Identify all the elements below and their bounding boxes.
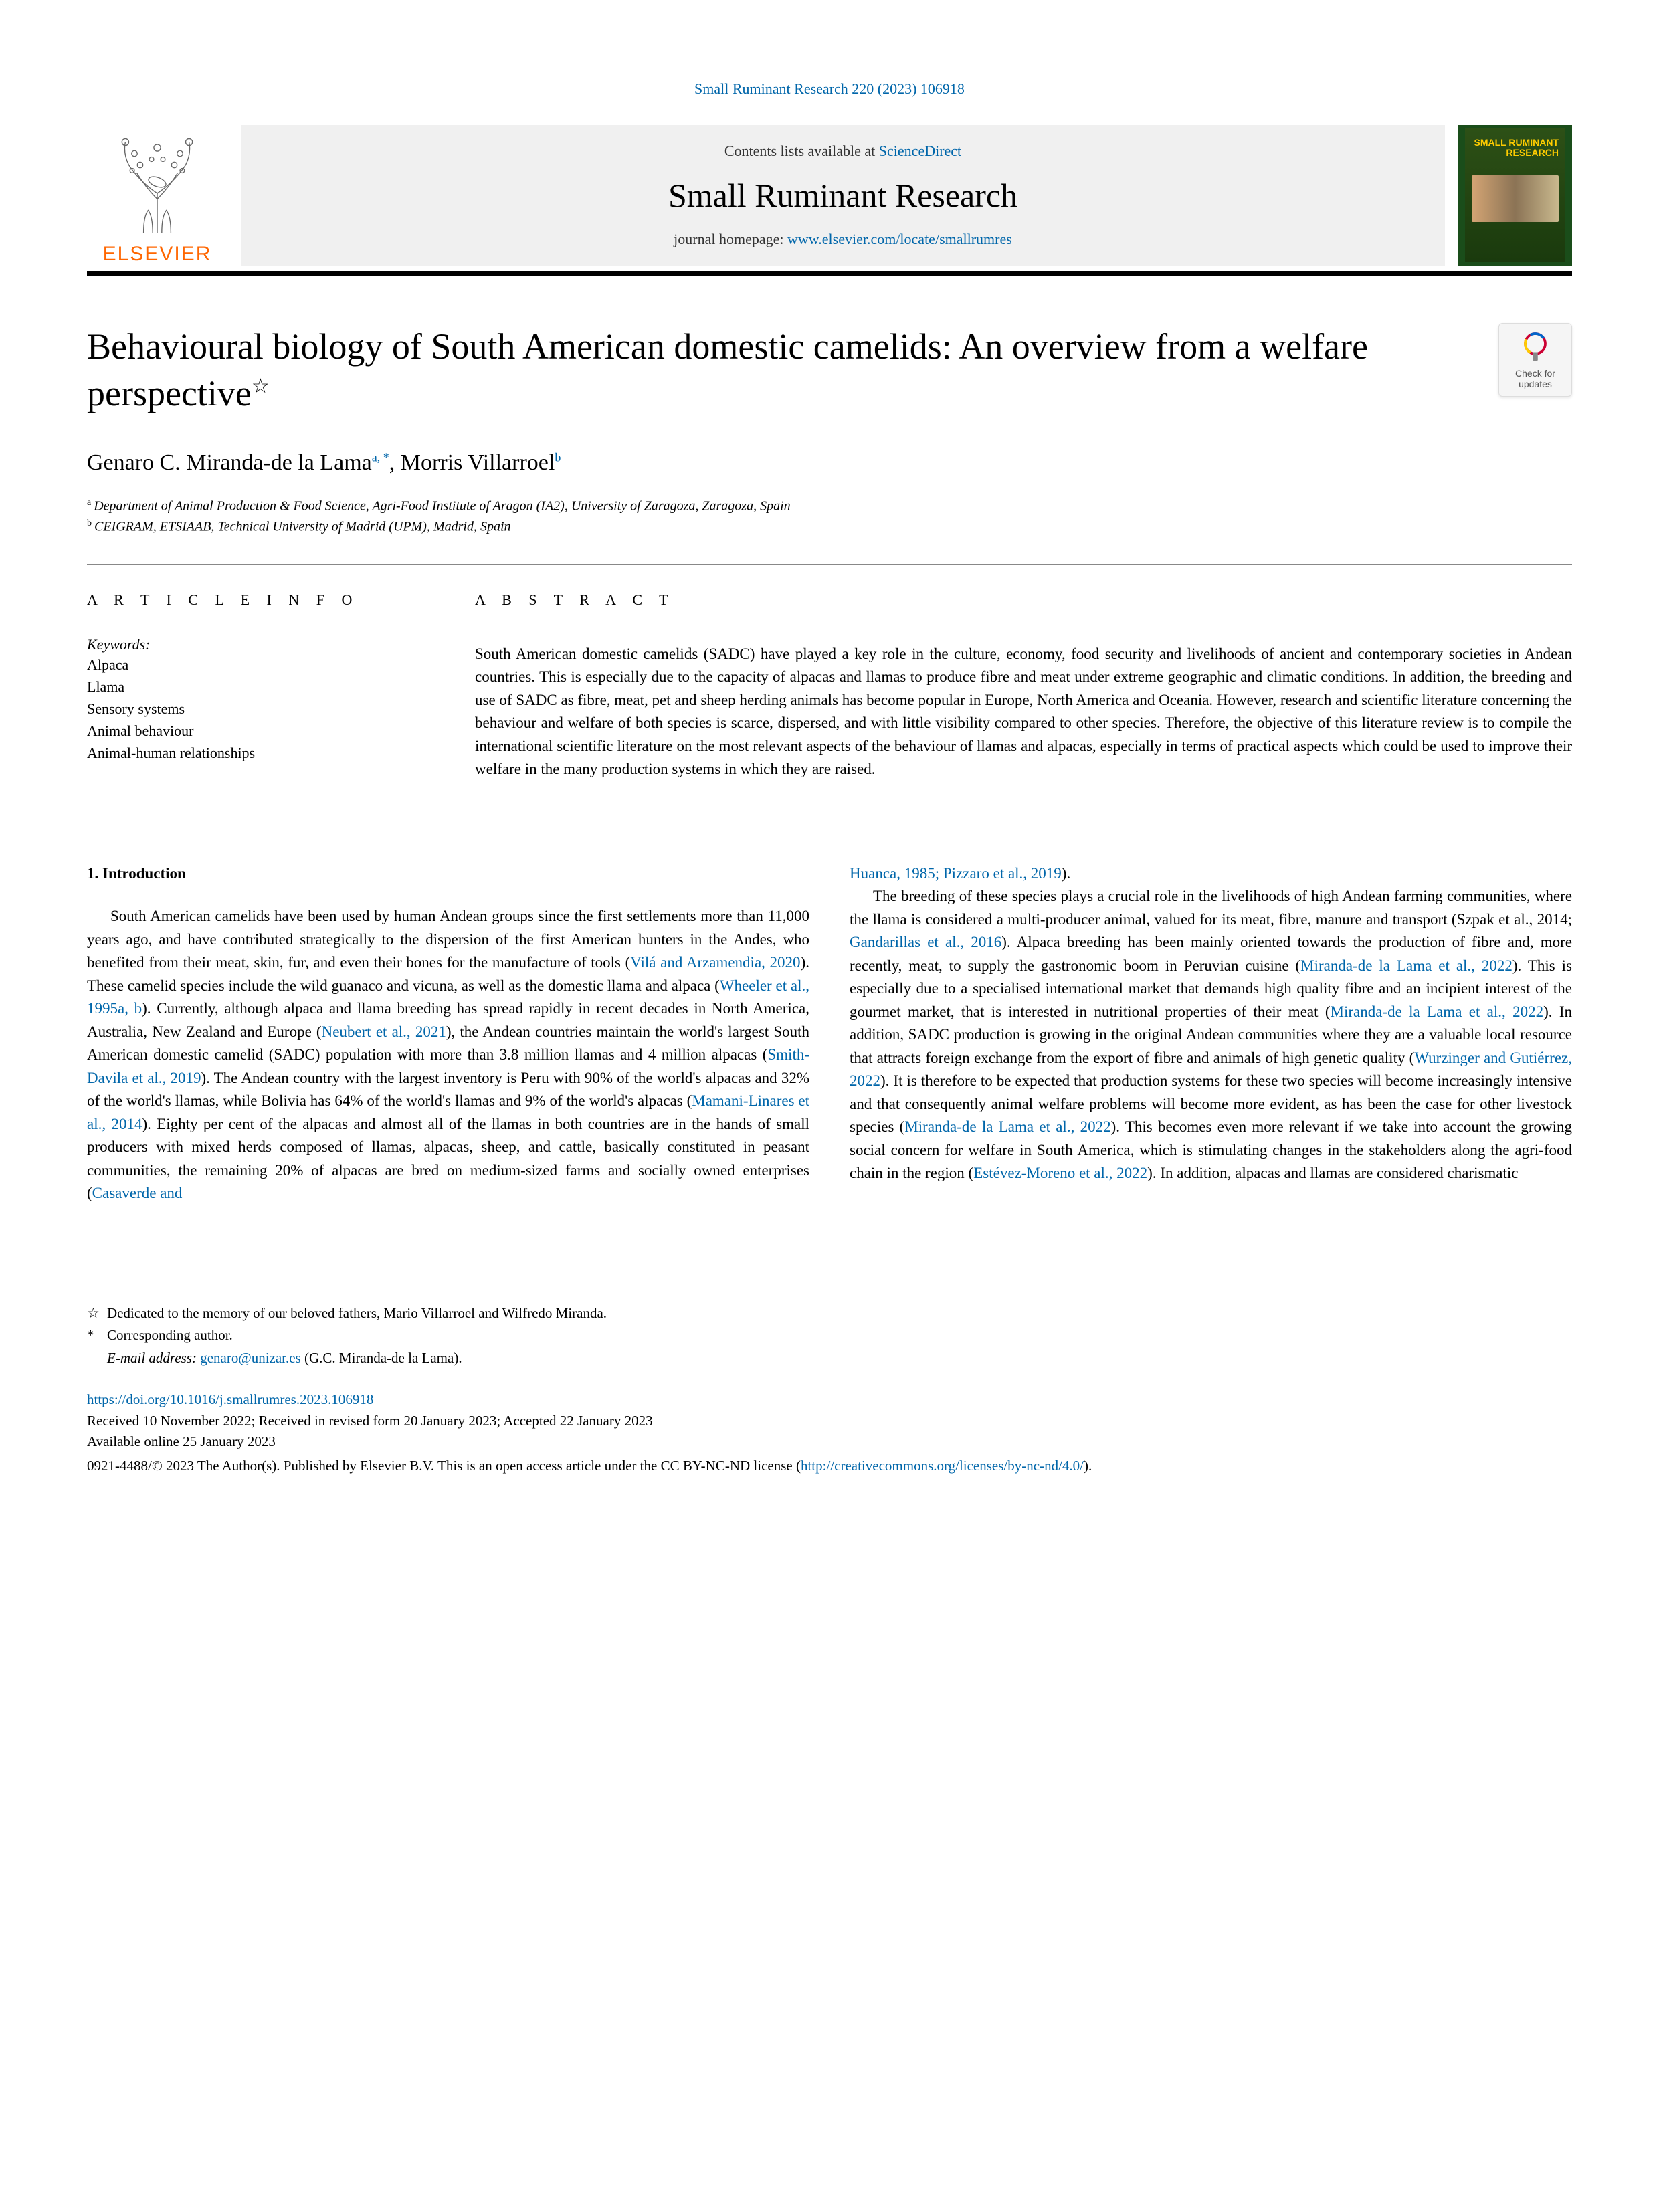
- cite-link[interactable]: Miranda-de la Lama et al., 2022: [1300, 957, 1512, 974]
- cite-link[interactable]: Estévez-Moreno et al., 2022: [973, 1165, 1147, 1181]
- email-link[interactable]: genaro@unizar.es: [200, 1350, 301, 1366]
- cont-text: ).: [1062, 865, 1070, 882]
- dedication-footnote: Dedicated to the memory of our beloved f…: [107, 1302, 607, 1325]
- banner-center: Contents lists available at ScienceDirec…: [241, 125, 1445, 266]
- cite-link[interactable]: Miranda-de la Lama et al., 2022: [1331, 1003, 1544, 1020]
- citation-link[interactable]: Small Ruminant Research 220 (2023) 10691…: [694, 80, 965, 97]
- affiliation-b: CEIGRAM, ETSIAAB, Technical University o…: [94, 520, 511, 534]
- keywords-label: Keywords:: [87, 636, 421, 653]
- cite-link[interactable]: Miranda-de la Lama et al., 2022: [904, 1118, 1110, 1135]
- doi-block: https://doi.org/10.1016/j.smallrumres.20…: [87, 1389, 1572, 1476]
- elsevier-tree-icon: [100, 125, 214, 239]
- abstract-heading: A B S T R A C T: [475, 591, 1572, 609]
- contents-prefix: Contents lists available at: [724, 142, 879, 159]
- keywords-list: Alpaca Llama Sensory systems Animal beha…: [87, 653, 421, 764]
- email-label: E-mail address:: [107, 1350, 200, 1366]
- affiliations: aDepartment of Animal Production & Food …: [87, 496, 1572, 536]
- article-history: Received 10 November 2022; Received in r…: [87, 1411, 1572, 1432]
- abstract-text: South American domestic camelids (SADC) …: [475, 643, 1572, 781]
- article-info-block: A R T I C L E I N F O Keywords: Alpaca L…: [87, 591, 421, 781]
- footnotes: ☆Dedicated to the memory of our beloved …: [87, 1286, 978, 1370]
- crossmark-icon: [1519, 330, 1552, 364]
- body-columns: 1. Introduction South American camelids …: [87, 862, 1572, 1205]
- info-abstract-row: A R T I C L E I N F O Keywords: Alpaca L…: [87, 565, 1572, 815]
- keyword: Animal behaviour: [87, 720, 421, 742]
- article-title: Behavioural biology of South American do…: [87, 323, 1498, 417]
- keyword: Alpaca: [87, 653, 421, 676]
- available-online: Available online 25 January 2023: [87, 1431, 1572, 1453]
- homepage-link[interactable]: www.elsevier.com/locate/smallrumres: [787, 231, 1012, 247]
- sciencedirect-link[interactable]: ScienceDirect: [879, 142, 961, 159]
- cite-link[interactable]: Gandarillas et al., 2016: [850, 934, 1001, 950]
- journal-name: Small Ruminant Research: [668, 176, 1017, 215]
- cite-link[interactable]: Huanca, 1985; Pizzaro et al., 2019: [850, 865, 1062, 882]
- title-text: Behavioural biology of South American do…: [87, 326, 1368, 413]
- elsevier-logo[interactable]: ELSEVIER: [87, 125, 227, 266]
- check-updates-label: Check for updates: [1499, 368, 1571, 389]
- keyword: Sensory systems: [87, 698, 421, 720]
- citation-header: Small Ruminant Research 220 (2023) 10691…: [87, 80, 1572, 98]
- elsevier-wordmark: ELSEVIER: [103, 243, 212, 266]
- check-for-updates-button[interactable]: Check for updates: [1498, 323, 1572, 397]
- intro-para-2: The breeding of these species plays a cr…: [850, 885, 1572, 1185]
- cite-link[interactable]: Casaverde and: [92, 1185, 183, 1201]
- banner-rule: [87, 271, 1572, 276]
- author-1: Genaro C. Miranda-de la Lama: [87, 450, 372, 475]
- copyright-line: 0921-4488/© 2023 The Author(s). Publishe…: [87, 1455, 1572, 1477]
- homepage-line: journal homepage: www.elsevier.com/locat…: [674, 231, 1012, 248]
- author-1-corr-ref[interactable]: *: [383, 451, 389, 464]
- doi-link[interactable]: https://doi.org/10.1016/j.smallrumres.20…: [87, 1391, 373, 1407]
- license-link[interactable]: http://creativecommons.org/licenses/by-n…: [801, 1457, 1084, 1474]
- cover-photo: [1472, 175, 1559, 222]
- homepage-prefix: journal homepage:: [674, 231, 787, 247]
- title-footnote-mark: ☆: [252, 375, 270, 397]
- affiliation-a: Department of Animal Production & Food S…: [94, 499, 790, 514]
- keyword: Animal-human relationships: [87, 742, 421, 764]
- journal-banner: ELSEVIER Contents lists available at Sci…: [87, 125, 1572, 266]
- title-row: Behavioural biology of South American do…: [87, 323, 1572, 417]
- author-sep: ,: [389, 450, 401, 475]
- body-col-left: 1. Introduction South American camelids …: [87, 862, 809, 1205]
- article-info-heading: A R T I C L E I N F O: [87, 591, 421, 609]
- keyword: Llama: [87, 676, 421, 698]
- cover-title: SMALL RUMINANT RESEARCH: [1465, 138, 1559, 159]
- email-suffix: (G.C. Miranda-de la Lama).: [301, 1350, 462, 1366]
- section-1-heading: 1. Introduction: [87, 862, 809, 886]
- authors-line: Genaro C. Miranda-de la Lamaa, *, Morris…: [87, 450, 1572, 476]
- abstract-block: A B S T R A C T South American domestic …: [475, 591, 1572, 781]
- journal-cover-thumb[interactable]: SMALL RUMINANT RESEARCH: [1458, 125, 1572, 266]
- corresponding-footnote: Corresponding author.: [107, 1324, 233, 1347]
- cite-link[interactable]: Neubert et al., 2021: [322, 1023, 446, 1040]
- body-col-right: Huanca, 1985; Pizzaro et al., 2019). The…: [850, 862, 1572, 1205]
- cite-link[interactable]: Vilá and Arzamendia, 2020: [630, 954, 800, 971]
- intro-para-1: South American camelids have been used b…: [87, 905, 809, 1205]
- author-2: Morris Villarroel: [401, 450, 555, 475]
- contents-available-line: Contents lists available at ScienceDirec…: [724, 142, 961, 160]
- author-1-affil-ref[interactable]: a,: [372, 451, 381, 464]
- author-2-affil-ref[interactable]: b: [555, 451, 561, 464]
